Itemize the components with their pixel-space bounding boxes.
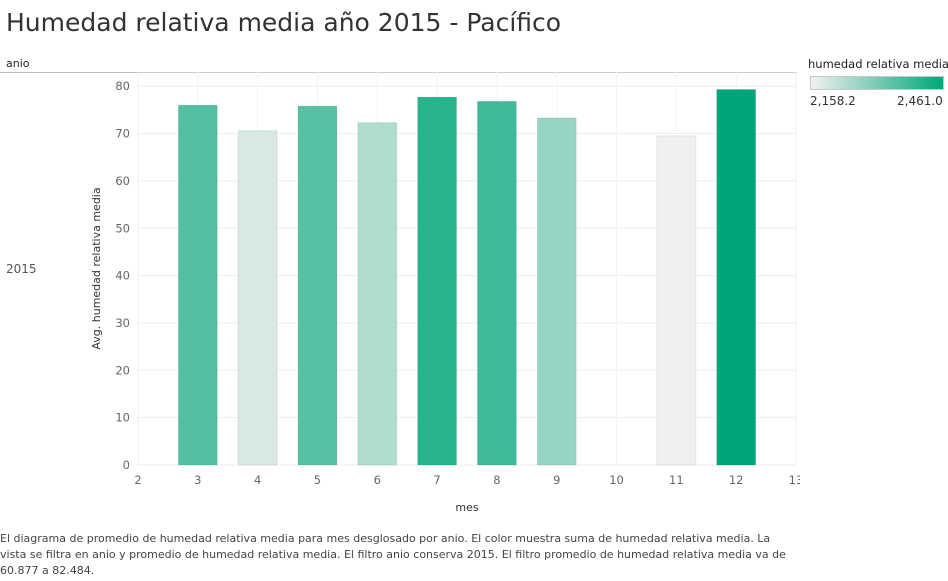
x-tick-label: 10 bbox=[609, 473, 624, 487]
legend-title: humedad relativa media bbox=[808, 57, 948, 71]
bar-mes-7 bbox=[417, 96, 458, 466]
legend-min-label: 2,158.2 bbox=[810, 94, 856, 108]
page-title: Humedad relativa media año 2015 - Pacífi… bbox=[6, 8, 562, 37]
y-tick-label: 50 bbox=[115, 221, 130, 235]
legend-max-label: 2,461.0 bbox=[897, 94, 943, 108]
bar-mes-5 bbox=[297, 105, 338, 466]
x-tick-label: 9 bbox=[553, 473, 560, 487]
y-tick-label: 20 bbox=[115, 363, 130, 377]
x-tick-label: 7 bbox=[433, 473, 440, 487]
y-tick-label: 10 bbox=[115, 411, 130, 425]
x-tick-label: 5 bbox=[314, 473, 321, 487]
y-tick-label: 80 bbox=[115, 79, 130, 93]
bar-chart: 0 10 20 30 40 50 60 70 80 2 3 4 5 6 7 8 9 10 11 12 13 Avg. h… bbox=[90, 72, 800, 514]
row-header-label: anio bbox=[6, 57, 30, 70]
row-label-year[interactable]: 2015 bbox=[6, 262, 37, 276]
chart-caption: El diagrama de promedio de humedad relat… bbox=[0, 532, 786, 577]
plot-frame bbox=[137, 72, 797, 466]
bar-mes-6 bbox=[357, 122, 398, 466]
bar-mes-9 bbox=[536, 117, 577, 466]
bar-mes-11 bbox=[656, 135, 697, 466]
x-tick-label: 13 bbox=[789, 473, 800, 487]
x-tick-label: 6 bbox=[374, 473, 381, 487]
axes: 0 10 20 30 40 50 60 70 80 2 3 4 5 6 7 8 9 10 11 12 13 bbox=[115, 79, 800, 487]
x-axis-title: mes bbox=[455, 501, 478, 514]
y-tick-label: 30 bbox=[115, 316, 130, 330]
grid-lines bbox=[137, 72, 797, 466]
legend-color-ramp[interactable] bbox=[810, 76, 944, 90]
x-tick-label: 4 bbox=[254, 473, 261, 487]
x-tick-label: 2 bbox=[134, 473, 141, 487]
x-tick-label: 11 bbox=[669, 473, 684, 487]
bar-mes-3 bbox=[177, 104, 218, 466]
y-tick-label: 70 bbox=[115, 127, 130, 141]
y-tick-label: 40 bbox=[115, 269, 130, 283]
y-tick-label: 60 bbox=[115, 174, 130, 188]
y-axis-title: Avg. humedad relativa media bbox=[90, 187, 103, 349]
x-tick-label: 8 bbox=[493, 473, 500, 487]
bar-mes-12 bbox=[716, 89, 757, 466]
bars bbox=[177, 89, 757, 466]
x-tick-label: 3 bbox=[194, 473, 201, 487]
bar-mes-4 bbox=[237, 130, 278, 466]
bar-mes-8 bbox=[476, 100, 517, 466]
y-tick-label: 0 bbox=[123, 458, 130, 472]
x-tick-label: 12 bbox=[729, 473, 744, 487]
